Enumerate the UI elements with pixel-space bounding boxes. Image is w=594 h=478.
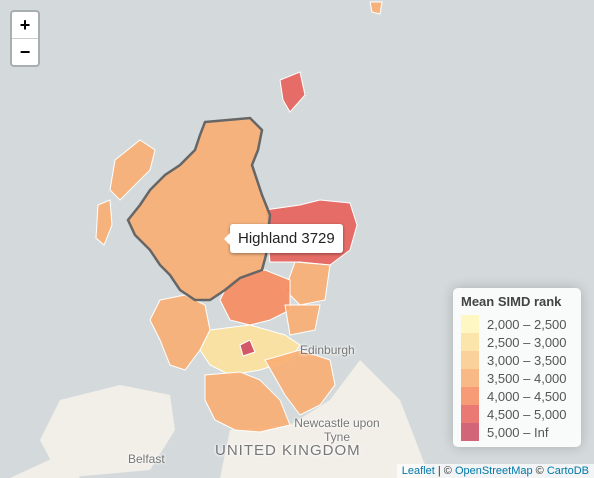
attribution-text: © [532, 465, 547, 477]
regions [95, 1, 383, 433]
region-shetland[interactable] [369, 1, 383, 15]
place-label: UNITED KINGDOM [215, 442, 361, 459]
attribution: Leaflet | © OpenStreetMap © CartoDB [396, 464, 594, 478]
basemap-land [10, 360, 430, 478]
attribution-link[interactable]: Leaflet [401, 465, 435, 477]
region-east[interactable] [284, 261, 331, 306]
region-fife[interactable] [284, 304, 321, 336]
legend-label: 2,500 – 3,000 [487, 334, 567, 350]
zoom-out-button[interactable]: − [19, 42, 31, 62]
legend-label: 4,500 – 5,000 [487, 406, 567, 422]
attribution-text: | © [434, 465, 455, 477]
region-orkney[interactable] [279, 71, 306, 113]
region-western-isles[interactable] [95, 199, 113, 246]
region-argyll[interactable] [149, 294, 211, 371]
legend-item: 4,000 – 4,500 [461, 387, 573, 405]
attribution-link[interactable]: OpenStreetMap [454, 465, 533, 477]
tooltip: Highland 3729 [224, 224, 343, 253]
legend-label: 4,000 – 4,500 [487, 388, 567, 404]
legend: Mean SIMD rank 2,000 – 2,500 2,500 – 3,00… [453, 288, 581, 447]
legend-item: 3,500 – 4,000 [461, 369, 573, 387]
place-label: Belfast [128, 452, 165, 466]
place-label: Edinburgh [300, 343, 355, 357]
zoom-in-button[interactable]: + [12, 12, 38, 39]
legend-swatch [461, 333, 479, 351]
legend-item: 3,000 – 3,500 [461, 351, 573, 369]
zoom-control: + − [10, 10, 40, 67]
legend-swatch [461, 387, 479, 405]
region-borders[interactable] [264, 349, 336, 416]
region-southwest[interactable] [204, 371, 291, 433]
legend-title: Mean SIMD rank [461, 294, 562, 309]
legend-item: 5,000 – Inf [461, 423, 573, 441]
legend-swatch [461, 369, 479, 387]
legend-swatch [461, 423, 479, 441]
legend-swatch [461, 351, 479, 369]
region-western-isles[interactable] [109, 139, 156, 201]
place-label: Newcastle upon Tyne [294, 416, 380, 444]
legend-swatch [461, 315, 479, 333]
legend-item: 2,000 – 2,500 [461, 315, 573, 333]
legend-label: 2,000 – 2,500 [487, 316, 567, 332]
legend-item: 2,500 – 3,000 [461, 333, 573, 351]
legend-label: 3,500 – 4,000 [487, 370, 567, 386]
region-perth[interactable] [219, 269, 291, 326]
legend-label: 5,000 – Inf [487, 424, 549, 440]
legend-swatch [461, 405, 479, 423]
region-highland[interactable] [126, 116, 272, 302]
legend-item: 4,500 – 5,000 [461, 405, 573, 423]
legend-label: 3,000 – 3,500 [487, 352, 567, 368]
region-glasgow[interactable] [239, 339, 256, 357]
attribution-link[interactable]: CartoDB [546, 465, 589, 477]
